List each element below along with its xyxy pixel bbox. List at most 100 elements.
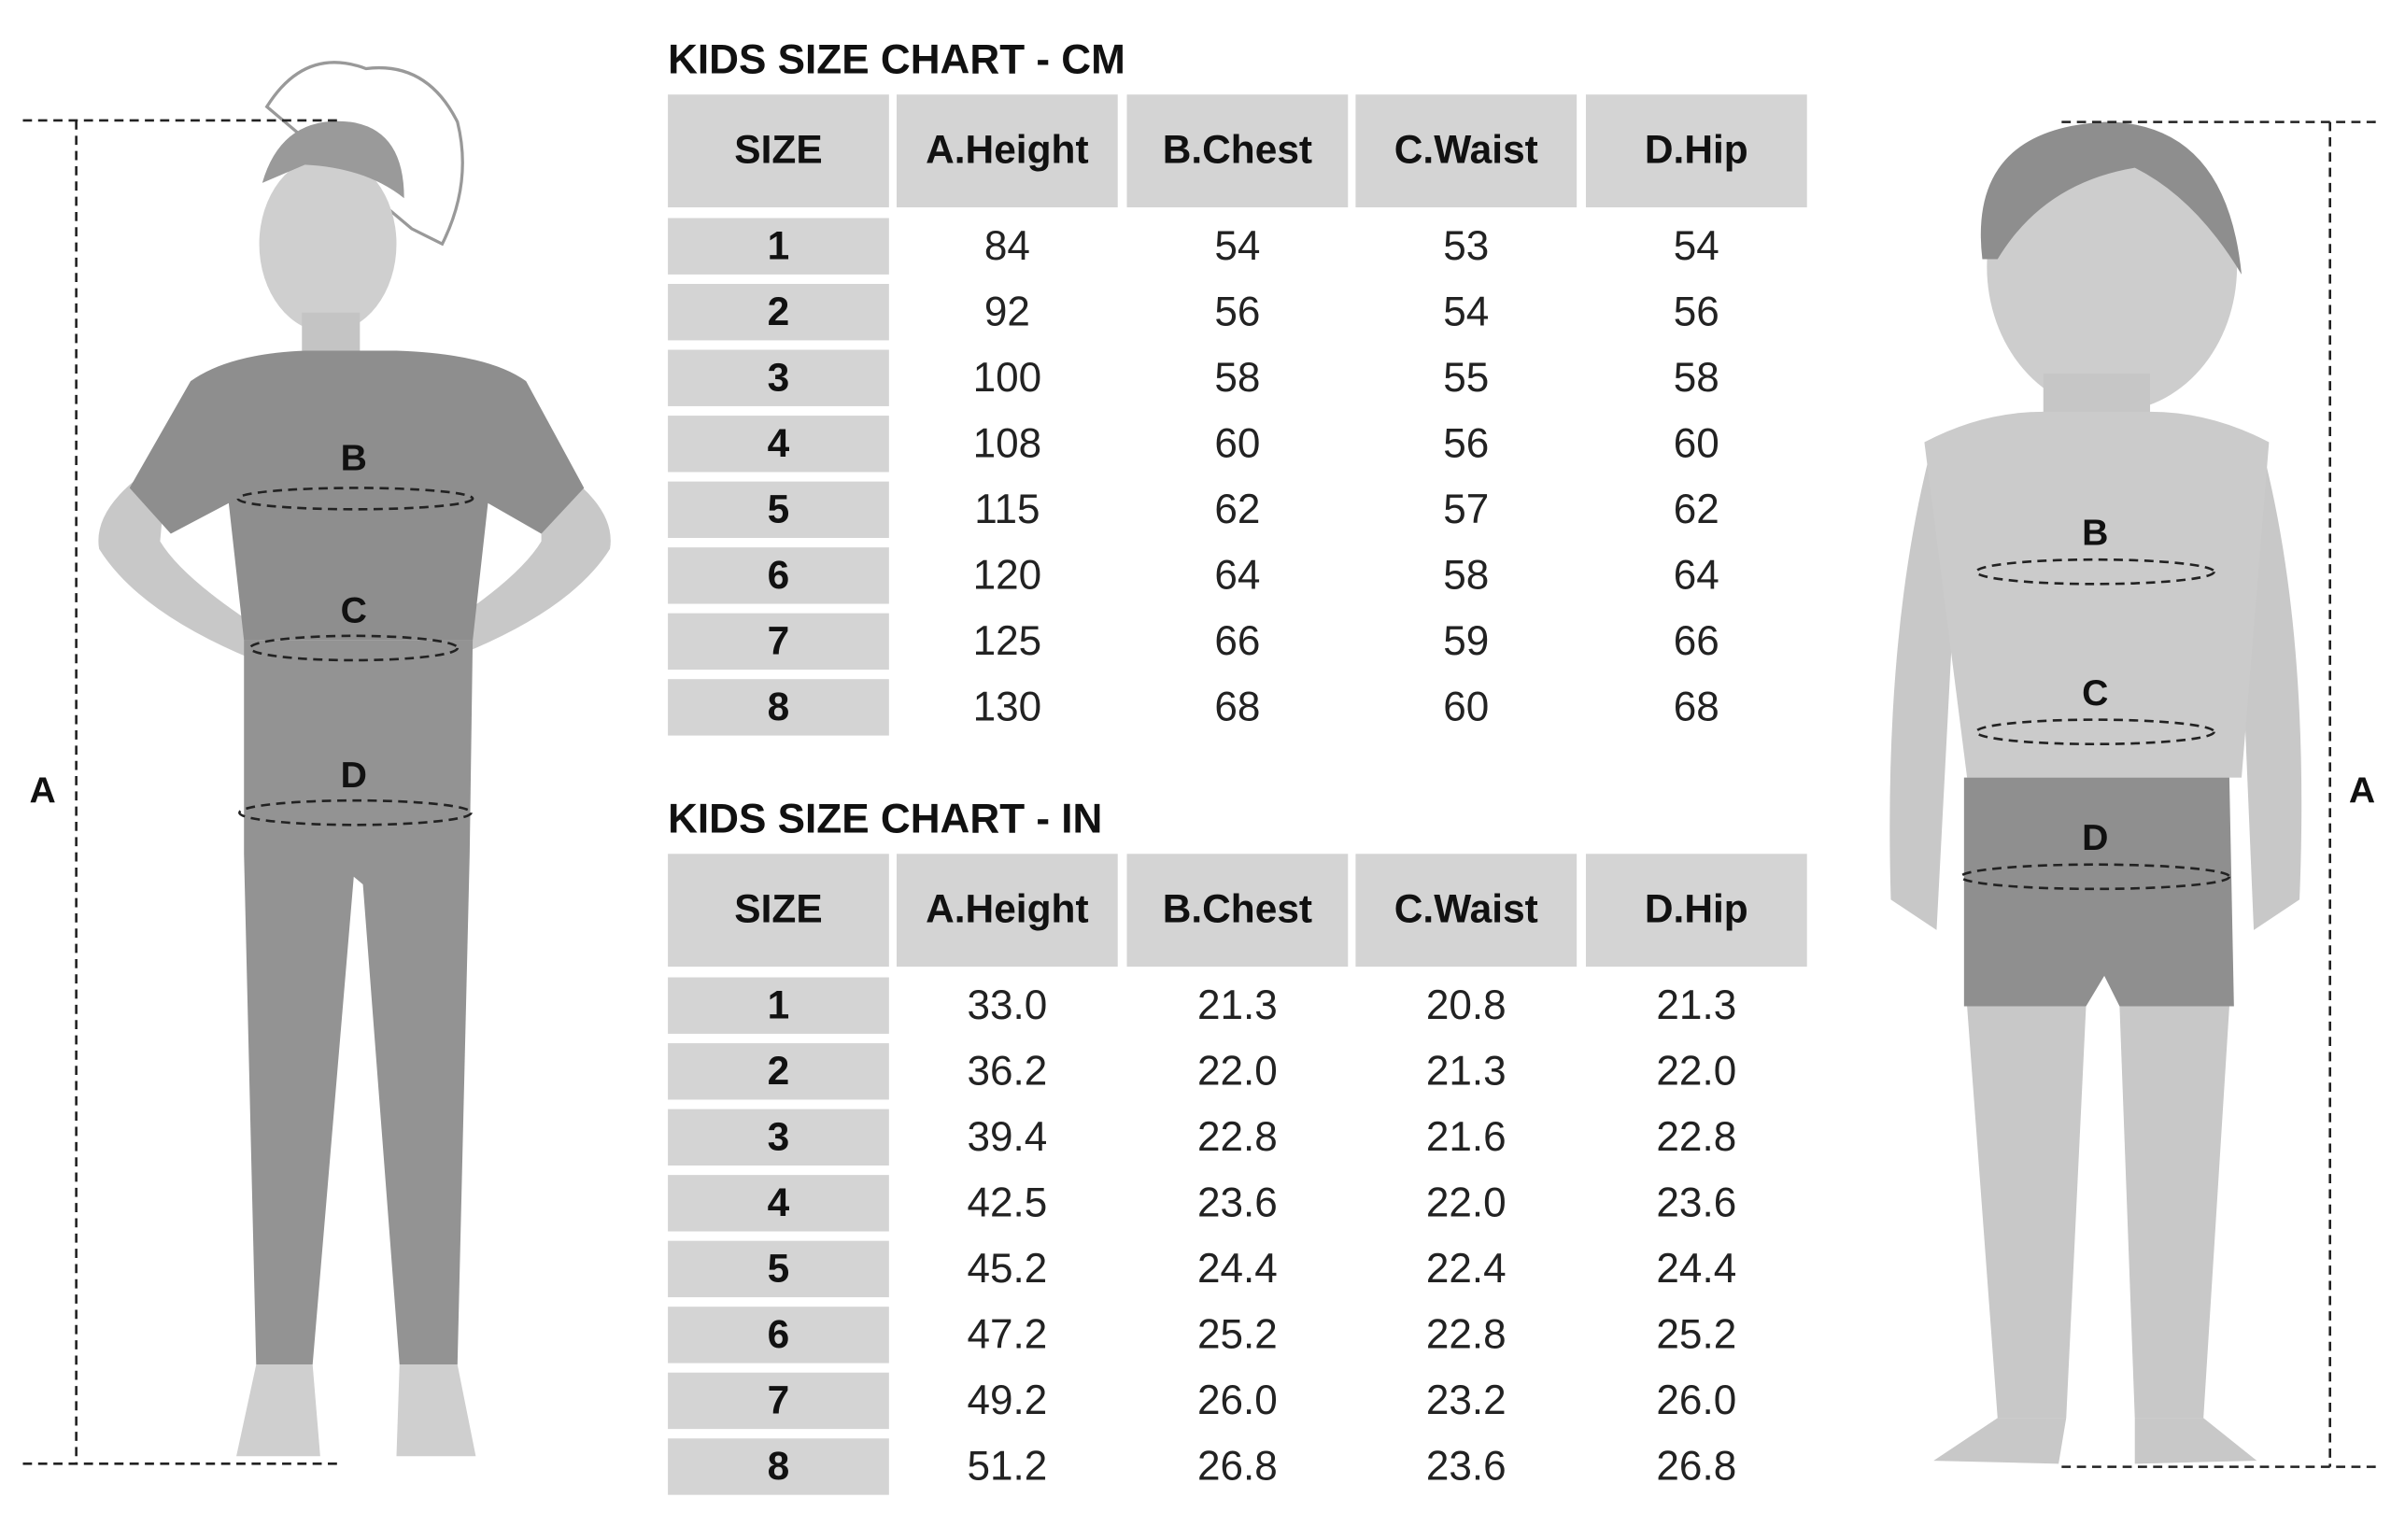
header-cell [1585,854,1807,968]
cell-text: 56 [1674,289,1719,334]
size-text: 7 [768,1378,790,1422]
cell-text: 22.8 [1426,1311,1507,1357]
size-text: 1 [768,223,790,267]
cell-text: 60 [1214,420,1260,466]
height-label: A [30,770,56,811]
size-cell [668,547,889,604]
size-cell [668,679,889,736]
waist-line [1974,718,2215,746]
cell-text: 54 [1674,223,1719,269]
cell-text: 47.2 [967,1311,1047,1357]
cell-text: 56 [1214,289,1260,334]
feet [236,1364,476,1457]
size-text: 6 [768,1312,790,1356]
header-text: SIZE [734,127,822,171]
size-text: 3 [768,1114,790,1158]
waist-label: C [2082,673,2108,713]
cell-text: 22.8 [1197,1114,1278,1160]
cell-text: 125 [973,618,1042,664]
hip-line [238,798,473,827]
size-cell [668,1372,889,1430]
cell-text: 58 [1214,355,1260,401]
cell-text: 58 [1443,552,1489,598]
size-cell [668,349,889,406]
cell-text: 62 [1214,487,1260,532]
cell-text: 62 [1674,487,1719,532]
cell-text: 33.0 [967,982,1047,1028]
legs [1967,1006,2229,1419]
size-cell [668,1438,889,1495]
header-text: A.Height [926,887,1088,931]
cell-text: 22.8 [1656,1114,1736,1160]
header-text: SIZE [734,887,822,931]
size-text: 6 [768,553,790,597]
header-cell [1355,854,1577,968]
cell-text: 39.4 [967,1114,1047,1160]
cell-text: 51.2 [967,1444,1047,1490]
cell-text: 108 [973,420,1042,466]
cell-text: 45.2 [967,1246,1047,1292]
chest-label: B [2082,513,2108,553]
cell-text: 26.0 [1197,1378,1278,1423]
size-cell [668,1043,889,1100]
header-text: B.Chest [1163,887,1312,931]
header-cell [1126,94,1349,208]
cell-text: 55 [1443,355,1489,401]
hair [264,61,464,247]
header-text: C.Waist [1394,127,1538,171]
size-text: 8 [768,1444,790,1488]
cell-text: 21.3 [1656,982,1736,1028]
size-text: 7 [768,619,790,663]
header-cell [668,94,889,208]
header-text: D.Hip [1645,127,1748,171]
girl-figure: B C D A [22,61,611,1465]
cell-text: 23.6 [1656,1180,1736,1225]
size-cell [668,1175,889,1232]
table-title: KIDS SIZE CHART - IN [668,796,1102,841]
waist-line [248,634,460,662]
cell-text: 66 [1674,618,1719,664]
hip-line [1959,863,2231,891]
boy-figure: B C D A [1889,120,2379,1468]
feet [1933,1418,2257,1464]
size-text: 5 [768,487,790,530]
cell-text: 64 [1214,552,1260,598]
cell-text: 59 [1443,618,1489,664]
cell-text: 49.2 [967,1378,1047,1423]
cell-text: 22.0 [1426,1180,1507,1225]
cell-text: 36.2 [967,1048,1047,1094]
cell-text: 54 [1443,289,1489,334]
hip-label: D [2082,818,2108,858]
cell-text: 20.8 [1426,982,1507,1028]
header-cell [897,854,1118,968]
cell-text: 22.4 [1426,1246,1507,1292]
shorts [1963,777,2234,1007]
size-text: 8 [768,685,790,728]
header-text: D.Hip [1645,887,1748,931]
cell-text: 22.0 [1197,1048,1278,1094]
size-cell [668,977,889,1034]
shirt [129,350,585,641]
cell-text: 56 [1443,420,1489,466]
waist-label: C [341,591,367,631]
head [259,155,397,332]
header-text: B.Chest [1163,127,1312,171]
cell-text: 22.0 [1656,1048,1736,1094]
cell-text: 60 [1674,420,1719,466]
cell-text: 26.8 [1656,1444,1736,1490]
cell-text: 100 [973,355,1042,401]
cell-text: 23.6 [1197,1180,1278,1225]
cell-text: 57 [1443,487,1489,532]
size-text: 1 [768,982,790,1026]
hair [1980,121,2242,275]
header-cell [1126,854,1349,968]
cell-text: 64 [1674,552,1719,598]
cell-text: 24.4 [1197,1246,1278,1292]
size-text: 2 [768,1049,790,1093]
size-cell [668,1109,889,1166]
cell-text: 130 [973,684,1042,729]
size-cell [668,218,889,275]
size-text: 4 [768,421,790,465]
cell-text: 25.2 [1197,1311,1278,1357]
cell-text: 92 [984,289,1030,334]
